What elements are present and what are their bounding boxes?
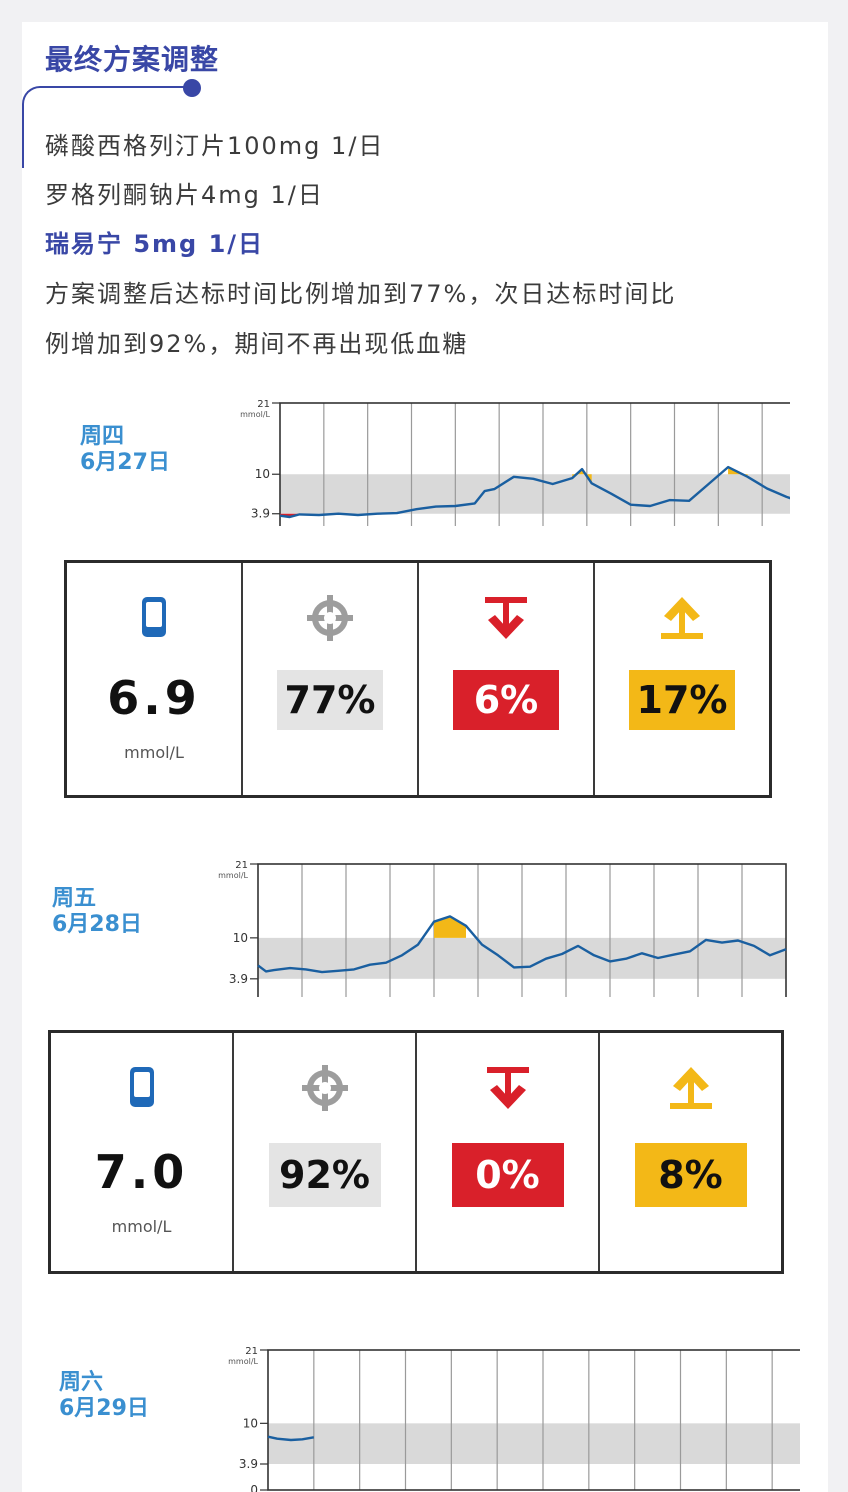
y-unit-label: mmol/L xyxy=(240,410,270,419)
y-tick-label: 3.9 xyxy=(239,1457,258,1471)
result-line-2: 例增加到92%，期间不再出现低血糖 xyxy=(45,330,469,358)
y-tick-label: 21 xyxy=(245,1346,258,1357)
glucose-curve xyxy=(267,1435,315,1442)
y-tick-label: 10 xyxy=(255,467,270,481)
avg-glucose-unit: mmol/L xyxy=(111,1217,172,1236)
weekday: 周四 xyxy=(80,424,125,449)
weekday: 周五 xyxy=(52,886,97,911)
y-tick-label: 3.9 xyxy=(251,507,270,521)
result-line-1: 方案调整后达标时间比例增加到77%，次日达标时间比 xyxy=(45,280,677,308)
glucose-curve xyxy=(257,915,787,974)
in-range-cell: 92% xyxy=(234,1033,417,1271)
above-range-cell: 17% xyxy=(595,563,769,795)
y-tick-label: 0 xyxy=(250,1483,258,1492)
avg-cell: 6.9 mmol/L xyxy=(67,563,243,795)
plot-frame xyxy=(257,863,787,997)
drug-line-2: 罗格列酮钠片4mg 1/日 xyxy=(45,181,324,209)
y-unit-label: mmol/L xyxy=(228,1357,258,1366)
above-range-percent: 17% xyxy=(629,670,735,730)
drug-line-3: 瑞易宁 5mg 1/日 xyxy=(45,230,265,258)
drug-line-1: 磷酸西格列汀片100mg 1/日 xyxy=(45,132,385,160)
above-range-percent: 8% xyxy=(634,1143,747,1207)
target-icon xyxy=(307,595,353,641)
day-label-3: 周六 6月29日 xyxy=(59,1370,149,1422)
date: 6月28日 xyxy=(52,912,142,937)
y-tick-label: 21 xyxy=(235,860,248,871)
target-icon xyxy=(301,1065,348,1111)
stats-panel-thursday: 6.9 mmol/L 77% 6% xyxy=(64,560,772,798)
below-range-cell: 6% xyxy=(419,563,595,795)
arrow-up-icon xyxy=(661,597,703,639)
target-range-band xyxy=(268,1423,800,1464)
y-tick-label: 10 xyxy=(233,931,248,945)
glucose-curve xyxy=(279,465,790,519)
y-tick-label: 10 xyxy=(243,1416,258,1430)
date: 6月27日 xyxy=(80,450,170,475)
section-title: 最终方案调整 xyxy=(45,43,220,76)
below-range-percent: 6% xyxy=(453,670,559,730)
arrow-up-icon xyxy=(669,1067,712,1109)
stats-panel-friday: 7.0 mmol/L 92% 0% xyxy=(48,1030,784,1274)
y-tick-label: 3.9 xyxy=(229,972,248,986)
y-unit-label: mmol/L xyxy=(218,871,248,880)
date: 6月29日 xyxy=(59,1396,149,1421)
arrow-down-icon xyxy=(485,597,527,639)
article-card: 最终方案调整 磷酸西格列汀片100mg 1/日 罗格列酮钠片4mg 1/日 瑞易… xyxy=(22,22,828,1492)
below-range-cell: 0% xyxy=(417,1033,600,1271)
plot-frame xyxy=(279,402,790,526)
arrow-down-icon xyxy=(486,1067,529,1109)
in-range-percent: 92% xyxy=(268,1143,381,1207)
avg-glucose-unit: mmol/L xyxy=(124,743,184,762)
phone-icon xyxy=(129,1067,154,1107)
weekday: 周六 xyxy=(59,1370,104,1395)
day-label-2: 周五 6月28日 xyxy=(52,886,142,938)
below-range-percent: 0% xyxy=(451,1143,564,1207)
plot-frame xyxy=(267,1349,800,1491)
target-range-band xyxy=(280,474,790,514)
in-range-percent: 77% xyxy=(277,670,383,730)
above-range-cell: 8% xyxy=(600,1033,781,1271)
phone-icon xyxy=(142,597,166,637)
day-label-1: 周四 6月27日 xyxy=(80,424,170,476)
avg-glucose-value: 7.0 xyxy=(94,1145,189,1199)
title-bracket xyxy=(22,86,196,168)
y-tick-label: 21 xyxy=(257,399,270,410)
bracket-dot xyxy=(183,79,201,97)
in-range-cell: 77% xyxy=(243,563,419,795)
avg-cell: 7.0 mmol/L xyxy=(51,1033,234,1271)
avg-glucose-value: 6.9 xyxy=(107,671,201,725)
